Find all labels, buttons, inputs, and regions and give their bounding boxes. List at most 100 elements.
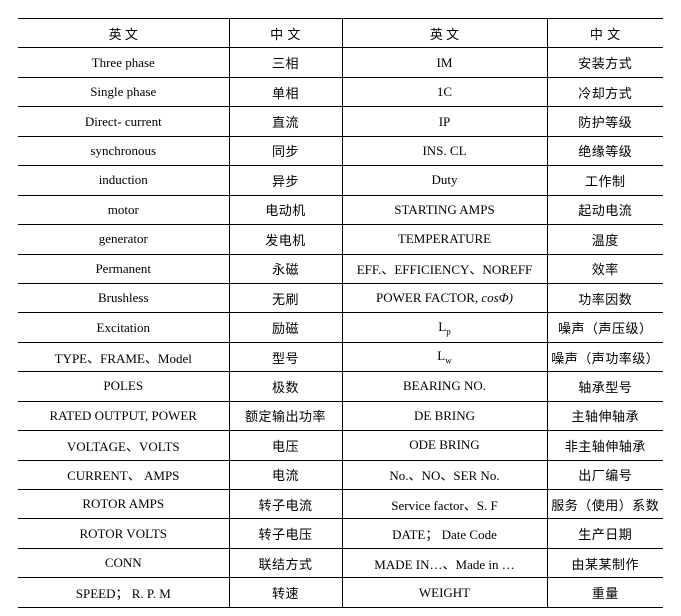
english-term-cell: RATED OUTPUT, POWER	[18, 401, 229, 432]
english-term-cell: POWER FACTOR, cosΦ)	[341, 283, 547, 314]
term-text: 电流	[271, 468, 299, 484]
term-text: 无刷	[271, 291, 299, 307]
term-text: 永磁	[271, 262, 299, 278]
english-term-cell: BEARING NO.	[341, 371, 547, 402]
chinese-term-cell: 出厂编号	[546, 460, 663, 491]
term-text: 单相	[271, 85, 299, 101]
chinese-term-cell: 功率因数	[546, 283, 663, 314]
chinese-term-cell: 电动机	[228, 195, 342, 226]
term-text: L	[438, 318, 447, 334]
term-text: STARTING AMPS	[394, 201, 495, 217]
table-row: Single phase 单相 1C 冷却方式	[18, 77, 663, 108]
chinese-term-cell: 转子电压	[228, 518, 342, 549]
term-text: Brushless	[97, 290, 149, 306]
term-text: 转速	[271, 586, 299, 602]
table-row: SPEED； R. P. M 转速 WEIGHT 重量	[18, 577, 663, 608]
term-text: 由某某制作	[571, 556, 639, 572]
term-text: 主轴伸轴承	[571, 409, 639, 425]
chinese-term-cell: 效率	[546, 254, 663, 284]
english-term-cell: ODE BRING	[341, 430, 547, 461]
chinese-term-cell: 安装方式	[546, 47, 663, 78]
term-text: 转子电压	[258, 527, 313, 543]
term-text: 生产日期	[578, 527, 633, 543]
chinese-term-cell: 永磁	[228, 254, 342, 284]
term-text: RATED OUTPUT, POWER	[49, 407, 197, 423]
term-text: 出厂编号	[578, 468, 633, 484]
chinese-term-cell: 电流	[228, 460, 342, 491]
term-text: BEARING NO.	[402, 378, 487, 394]
term-text: induction	[98, 172, 148, 188]
term-text: ROTOR VOLTS	[79, 525, 168, 541]
english-term-cell: POLES	[18, 371, 229, 402]
english-term-cell: generator	[18, 224, 229, 255]
english-term-cell: Single phase	[18, 77, 229, 108]
chinese-term-cell: 由某某制作	[546, 548, 663, 579]
term-text: 三相	[271, 56, 299, 72]
chinese-term-cell: 工作制	[546, 165, 663, 196]
term-text: INS. CL	[422, 142, 467, 158]
english-term-cell: Lw	[341, 342, 547, 373]
term-text: VOLTAGE、VOLTS	[66, 438, 180, 454]
term-text: 服务（使用）系数	[551, 497, 660, 513]
term-text: 温度	[591, 232, 619, 248]
table-row: ROTOR VOLTS 转子电压 DATE； Date Code 生产日期	[18, 518, 663, 549]
english-term-cell: motor	[18, 195, 229, 226]
term-text: 1C	[436, 84, 453, 100]
term-text: SPEED； R. P. M	[75, 586, 171, 602]
term-text: EFF.、EFFICIENCY、NOREFF	[356, 262, 533, 278]
english-term-cell: CURRENT、 AMPS	[18, 460, 229, 491]
chinese-term-cell: 型号	[228, 342, 342, 373]
table-row: ROTOR AMPS 转子电流 Service factor、S. F 服务（使用）系…	[18, 489, 663, 520]
chinese-term-cell: 异步	[228, 165, 342, 196]
term-text: 电动机	[265, 203, 306, 219]
term-text: 噪声（声功率级）	[551, 350, 660, 366]
table-row: RATED OUTPUT, POWER 额定输出功率 DE BRING 主轴伸轴承	[18, 401, 663, 432]
table-row: Permanent 永磁 EFF.、EFFICIENCY、NOREFF 效率	[18, 254, 663, 284]
english-term-cell: VOLTAGE、VOLTS	[18, 430, 229, 461]
chinese-term-cell: 冷却方式	[546, 77, 663, 108]
chinese-term-cell: 极数	[228, 371, 342, 402]
english-term-cell: Excitation	[18, 312, 229, 343]
term-text: IM	[436, 54, 453, 70]
term-text: Three phase	[91, 54, 155, 70]
english-term-cell: No.、NO、SER No.	[341, 460, 547, 491]
table-row: motor 电动机 STARTING AMPS 起动电流	[18, 195, 663, 226]
english-term-cell: DE BRING	[341, 401, 547, 432]
chinese-term-cell: 噪声（声功率级）	[546, 342, 663, 373]
table-row: Direct- current 直流 IP 防护等级	[18, 106, 663, 137]
table-row: synchronous 同步 INS. CL 绝缘等级	[18, 136, 663, 167]
term-text: Service factor、S. F	[391, 497, 498, 513]
chinese-term-cell: 单相	[228, 77, 342, 108]
table-row: Three phase 三相 IM 安装方式	[18, 47, 663, 78]
chinese-term-cell: 同步	[228, 136, 342, 167]
term-text: 非主轴伸轴承	[564, 438, 646, 454]
subscript-text: w	[445, 355, 452, 366]
english-term-cell: Duty	[341, 165, 547, 196]
term-text: TEMPERATURE	[397, 231, 492, 247]
chinese-term-cell: 直流	[228, 106, 342, 137]
header-chinese-right: 中 文	[546, 17, 663, 49]
term-text: 发电机	[265, 232, 306, 248]
term-text: 直流	[271, 115, 299, 131]
term-text: 噪声（声压级）	[557, 321, 653, 337]
term-text: 冷却方式	[578, 85, 633, 101]
term-text: 电压	[271, 438, 299, 454]
chinese-term-cell: 轴承型号	[546, 371, 663, 402]
term-text: CONN	[104, 555, 142, 571]
term-text: 异步	[271, 173, 299, 189]
header-chinese-left: 中 文	[228, 17, 342, 49]
table-row: induction 异步 Duty 工作制	[18, 165, 663, 196]
chinese-term-cell: 联结方式	[228, 548, 342, 579]
term-text: Permanent	[95, 260, 152, 276]
chinese-term-cell: 生产日期	[546, 518, 663, 549]
english-term-cell: DATE； Date Code	[341, 518, 547, 549]
english-term-cell: MADE IN…、Made in …	[341, 548, 547, 579]
term-text: 极数	[271, 379, 299, 395]
english-term-cell: IM	[341, 47, 547, 78]
term-text: 励磁	[271, 321, 299, 337]
term-text: ROTOR AMPS	[82, 496, 165, 512]
chinese-term-cell: 主轴伸轴承	[546, 401, 663, 432]
table-row: TYPE、FRAME、Model 型号 Lw 噪声（声功率级）	[18, 342, 663, 373]
term-text: 起动电流	[578, 203, 633, 219]
